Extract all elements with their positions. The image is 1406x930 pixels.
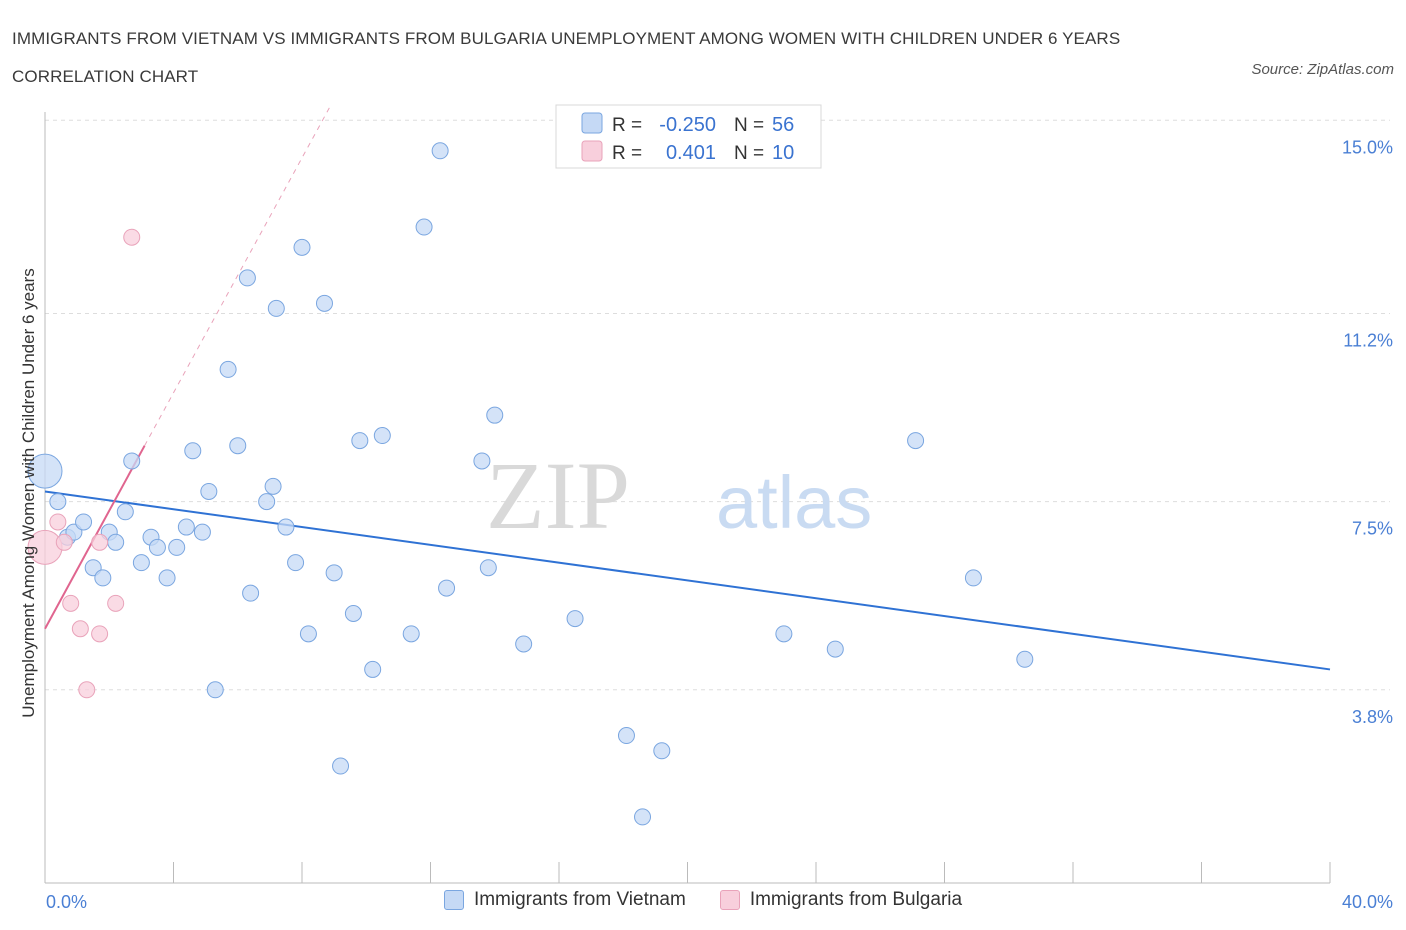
point-vietnam — [242, 584, 260, 602]
legend-item-vietnam[interactable]: Immigrants from Vietnam — [443, 889, 686, 911]
point-vietnam — [267, 299, 285, 317]
legend-r-value: 0.401 — [666, 142, 716, 164]
point-vietnam — [293, 238, 311, 256]
point-bulgaria — [91, 533, 109, 551]
point-vietnam — [168, 538, 186, 556]
point-vietnam — [123, 452, 141, 470]
legend-swatch-vietnam — [581, 112, 603, 134]
point-vietnam — [325, 564, 343, 582]
legend-n-label: N = — [734, 143, 764, 164]
point-vietnam — [653, 742, 671, 760]
point-vietnam — [344, 604, 362, 622]
point-vietnam — [49, 493, 67, 511]
y-tick-label: 15.0% — [1342, 137, 1393, 157]
swatch-bulgaria — [719, 890, 740, 910]
legend-r-label: R = — [612, 143, 642, 164]
chart-title: IMMIGRANTS FROM VIETNAM VS IMMIGRANTS FR… — [12, 29, 1121, 86]
point-vietnam — [634, 808, 652, 826]
trend-line-vietnam — [44, 490, 1331, 671]
swatch-vietnam — [443, 890, 464, 910]
point-vietnam — [158, 569, 176, 587]
source-note: Source: ZipAtlas.com — [1251, 61, 1394, 78]
point-vietnam — [315, 294, 333, 312]
point-vietnam — [566, 610, 584, 628]
legend-label-vietnam: Immigrants from Vietnam — [473, 889, 686, 910]
correlation-legend: R = -0.250 N = 56 R = 0.401 N = 10 — [555, 104, 822, 169]
x-tick-label: 40.0% — [1342, 892, 1393, 912]
point-vietnam — [473, 452, 491, 470]
y-tick-label: 11.2% — [1343, 330, 1393, 350]
point-bulgaria — [55, 533, 73, 551]
trend-lines — [44, 104, 1331, 671]
watermark: ZIP atlas — [486, 442, 872, 549]
legend-n-value: 56 — [772, 114, 794, 136]
legend-item-bulgaria[interactable]: Immigrants from Bulgaria — [719, 889, 963, 911]
point-vietnam — [299, 625, 317, 643]
legend-label-bulgaria: Immigrants from Bulgaria — [749, 889, 963, 910]
point-vietnam — [438, 579, 456, 597]
point-vietnam — [116, 503, 134, 521]
point-vietnam — [364, 660, 382, 678]
point-vietnam — [617, 727, 635, 745]
point-vietnam — [219, 360, 237, 378]
point-vietnam — [486, 406, 504, 424]
point-vietnam — [826, 640, 844, 658]
point-bulgaria — [107, 594, 125, 612]
legend-swatch-bulgaria — [581, 140, 603, 162]
y-tick-label: 3.8% — [1352, 707, 1393, 727]
x-tick-label: 0.0% — [46, 892, 87, 912]
point-vietnam — [515, 635, 533, 653]
point-vietnam — [177, 518, 195, 536]
point-vietnam — [264, 477, 282, 495]
point-vietnam — [238, 269, 256, 287]
legend-n-value: 10 — [772, 142, 794, 164]
watermark-zip: ZIP — [486, 442, 630, 549]
point-vietnam — [402, 625, 420, 643]
point-vietnam — [907, 432, 925, 450]
point-vietnam — [258, 493, 276, 511]
point-vietnam — [332, 757, 350, 775]
point-bulgaria — [123, 228, 141, 246]
point-vietnam — [373, 427, 391, 445]
point-vietnam — [206, 681, 224, 699]
legend-r-value: -0.250 — [659, 114, 716, 136]
point-vietnam — [27, 453, 63, 489]
point-vietnam — [479, 559, 497, 577]
point-vietnam — [229, 437, 247, 455]
point-vietnam — [1016, 650, 1034, 668]
series-legend: Immigrants from Vietnam Immigrants from … — [0, 889, 1406, 911]
point-vietnam — [132, 554, 150, 572]
y-axis-title: Unemployment Among Women with Children U… — [19, 268, 38, 717]
tick-labels: 3.8% 7.5% 11.2% 15.0% 0.0% 40.0% — [46, 137, 1393, 912]
point-vietnam — [351, 432, 369, 450]
data-points — [27, 142, 1034, 826]
point-vietnam — [964, 569, 982, 587]
point-vietnam — [415, 218, 433, 236]
point-bulgaria — [49, 513, 67, 531]
point-vietnam — [277, 518, 295, 536]
point-vietnam — [148, 538, 166, 556]
point-vietnam — [193, 523, 211, 541]
legend-n-label: N = — [734, 115, 764, 136]
point-vietnam — [431, 142, 449, 160]
point-vietnam — [287, 554, 305, 572]
y-tick-label: 7.5% — [1352, 519, 1393, 539]
legend-r-label: R = — [612, 115, 642, 136]
point-bulgaria — [78, 681, 96, 699]
watermark-atlas: atlas — [716, 461, 872, 544]
axes — [44, 112, 1331, 884]
point-bulgaria — [62, 594, 80, 612]
point-bulgaria — [91, 625, 109, 643]
point-vietnam — [775, 625, 793, 643]
point-vietnam — [107, 533, 125, 551]
point-vietnam — [94, 569, 112, 587]
point-vietnam — [75, 513, 93, 531]
point-bulgaria — [71, 620, 89, 638]
trend-dashed-bulgaria — [144, 104, 332, 446]
gridlines — [45, 119, 1390, 691]
point-vietnam — [184, 442, 202, 460]
point-vietnam — [200, 482, 218, 500]
